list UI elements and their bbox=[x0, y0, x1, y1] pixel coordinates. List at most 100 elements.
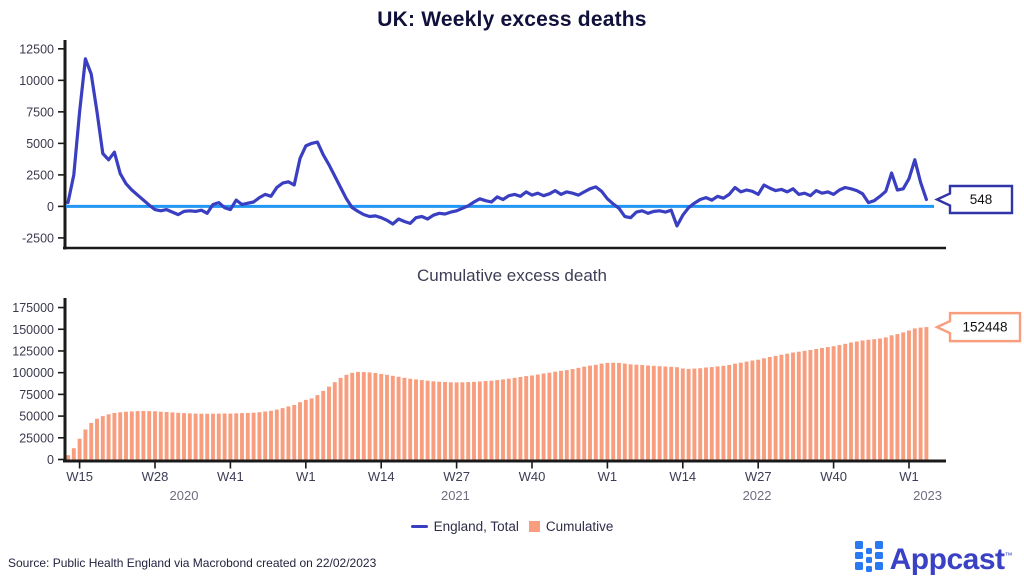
cumulative-bar bbox=[332, 382, 337, 460]
cumulative-bar bbox=[396, 376, 401, 460]
svg-text:50000: 50000 bbox=[19, 410, 54, 424]
cumulative-bar bbox=[901, 332, 906, 460]
cumulative-bar bbox=[356, 371, 360, 460]
cumulative-bar bbox=[338, 377, 343, 460]
cumulative-bar bbox=[588, 365, 592, 460]
cumulative-bar bbox=[744, 361, 749, 460]
cumulative-bar bbox=[240, 413, 244, 460]
cumulative-bar bbox=[814, 349, 819, 460]
logo-icon-col-right bbox=[875, 541, 883, 572]
svg-text:-2500: -2500 bbox=[22, 231, 54, 245]
cumulative-bar bbox=[298, 402, 302, 460]
cumulative-bar bbox=[530, 375, 534, 460]
cumulative-bar bbox=[245, 413, 250, 460]
cumulative-bar bbox=[564, 370, 569, 460]
cumulative-bar bbox=[883, 337, 888, 460]
cumulative-bar bbox=[611, 362, 616, 460]
cumulative-bar bbox=[715, 366, 720, 460]
cumulative-bar bbox=[118, 412, 123, 460]
cumulative-bar bbox=[216, 413, 221, 460]
cumulative-bar bbox=[460, 382, 465, 460]
cumulative-bar bbox=[95, 418, 99, 460]
trademark-symbol: ™ bbox=[1004, 551, 1013, 560]
cumulative-bar-series bbox=[66, 327, 929, 460]
cumulative-bar bbox=[709, 367, 714, 460]
cumulative-bar bbox=[640, 365, 645, 460]
cumulative-bar bbox=[153, 411, 157, 460]
svg-text:7500: 7500 bbox=[26, 105, 54, 119]
svg-text:W1: W1 bbox=[598, 469, 618, 484]
svg-text:548: 548 bbox=[970, 192, 993, 207]
cumulative-bar bbox=[112, 413, 117, 460]
cumulative-bar bbox=[228, 413, 233, 460]
cumulative-bar bbox=[878, 338, 882, 460]
cumulative-bar bbox=[518, 377, 523, 460]
cumulative-bar bbox=[680, 368, 685, 460]
cumulative-bar bbox=[199, 413, 204, 460]
svg-text:W28: W28 bbox=[142, 469, 169, 484]
cumulative-bar bbox=[663, 366, 668, 460]
cumulative-bar bbox=[721, 365, 726, 460]
cumulative-bar bbox=[843, 343, 848, 460]
cumulative-bar bbox=[274, 409, 279, 460]
cumulative-bar bbox=[918, 327, 923, 460]
cumulative-bar bbox=[124, 411, 128, 460]
cumulative-bar bbox=[501, 379, 505, 460]
logo-icon-col-mid bbox=[866, 541, 873, 572]
cumulative-bar bbox=[141, 411, 146, 460]
cumulative-bar bbox=[193, 413, 198, 460]
cumulative-chart-title: Cumulative excess death bbox=[417, 266, 607, 285]
appcast-logo-text: Appcast™ bbox=[889, 543, 1013, 576]
svg-text:10000: 10000 bbox=[19, 74, 54, 88]
cumulative-bar bbox=[669, 366, 674, 460]
cumulative-bar bbox=[698, 368, 703, 460]
cumulative-bar bbox=[808, 350, 813, 460]
latest-cumulative-value-callout: 152448 bbox=[934, 311, 1022, 343]
cumulative-bar bbox=[872, 339, 877, 460]
cumulative-bar bbox=[135, 411, 140, 460]
cumulative-bar bbox=[425, 380, 430, 460]
svg-text:125000: 125000 bbox=[12, 344, 54, 358]
cumulative-bar bbox=[89, 423, 94, 460]
cumulative-bar bbox=[269, 410, 273, 460]
cumulative-bar bbox=[303, 399, 308, 460]
cumulative-bar bbox=[489, 380, 494, 460]
svg-text:W1: W1 bbox=[899, 469, 919, 484]
cumulative-bar bbox=[211, 413, 215, 460]
cumulative-bar bbox=[431, 381, 436, 460]
svg-text:2020: 2020 bbox=[170, 488, 199, 503]
cumulative-bar bbox=[251, 412, 256, 460]
svg-text:12500: 12500 bbox=[19, 42, 54, 56]
svg-text:75000: 75000 bbox=[19, 388, 54, 402]
cumulative-bar bbox=[83, 429, 88, 460]
svg-text:0: 0 bbox=[47, 200, 54, 214]
cumulative-bar bbox=[559, 370, 563, 460]
cumulative-bar bbox=[158, 411, 163, 460]
cumulative-bar bbox=[222, 413, 227, 460]
svg-text:2500: 2500 bbox=[26, 168, 54, 182]
cumulative-bar bbox=[402, 377, 407, 460]
cumulative-bar bbox=[762, 358, 766, 460]
svg-text:152448: 152448 bbox=[962, 320, 1007, 335]
svg-text:W1: W1 bbox=[296, 469, 316, 484]
svg-text:2023: 2023 bbox=[913, 488, 942, 503]
cumulative-bar bbox=[466, 382, 471, 460]
line-series-swatch-icon bbox=[410, 524, 428, 529]
cumulative-bar bbox=[524, 376, 529, 460]
cumulative-bar bbox=[704, 367, 708, 460]
cumulative-bar bbox=[576, 367, 581, 460]
svg-text:25000: 25000 bbox=[19, 431, 54, 445]
svg-text:5000: 5000 bbox=[26, 137, 54, 151]
cumulative-bar bbox=[100, 416, 105, 460]
cumulative-bar bbox=[773, 355, 778, 460]
cumulative-bar bbox=[205, 413, 210, 460]
year-labels: 2020 2021 2022 2023 bbox=[170, 488, 942, 503]
cumulative-bar bbox=[182, 413, 186, 460]
cumulative-bar bbox=[860, 340, 865, 460]
cumulative-bar bbox=[924, 327, 929, 460]
cumulative-bar bbox=[373, 373, 378, 460]
cumulative-bar bbox=[849, 342, 853, 460]
cumulative-bar bbox=[437, 381, 442, 460]
cumulative-bar bbox=[733, 363, 737, 460]
cumulative-bar bbox=[187, 413, 192, 460]
